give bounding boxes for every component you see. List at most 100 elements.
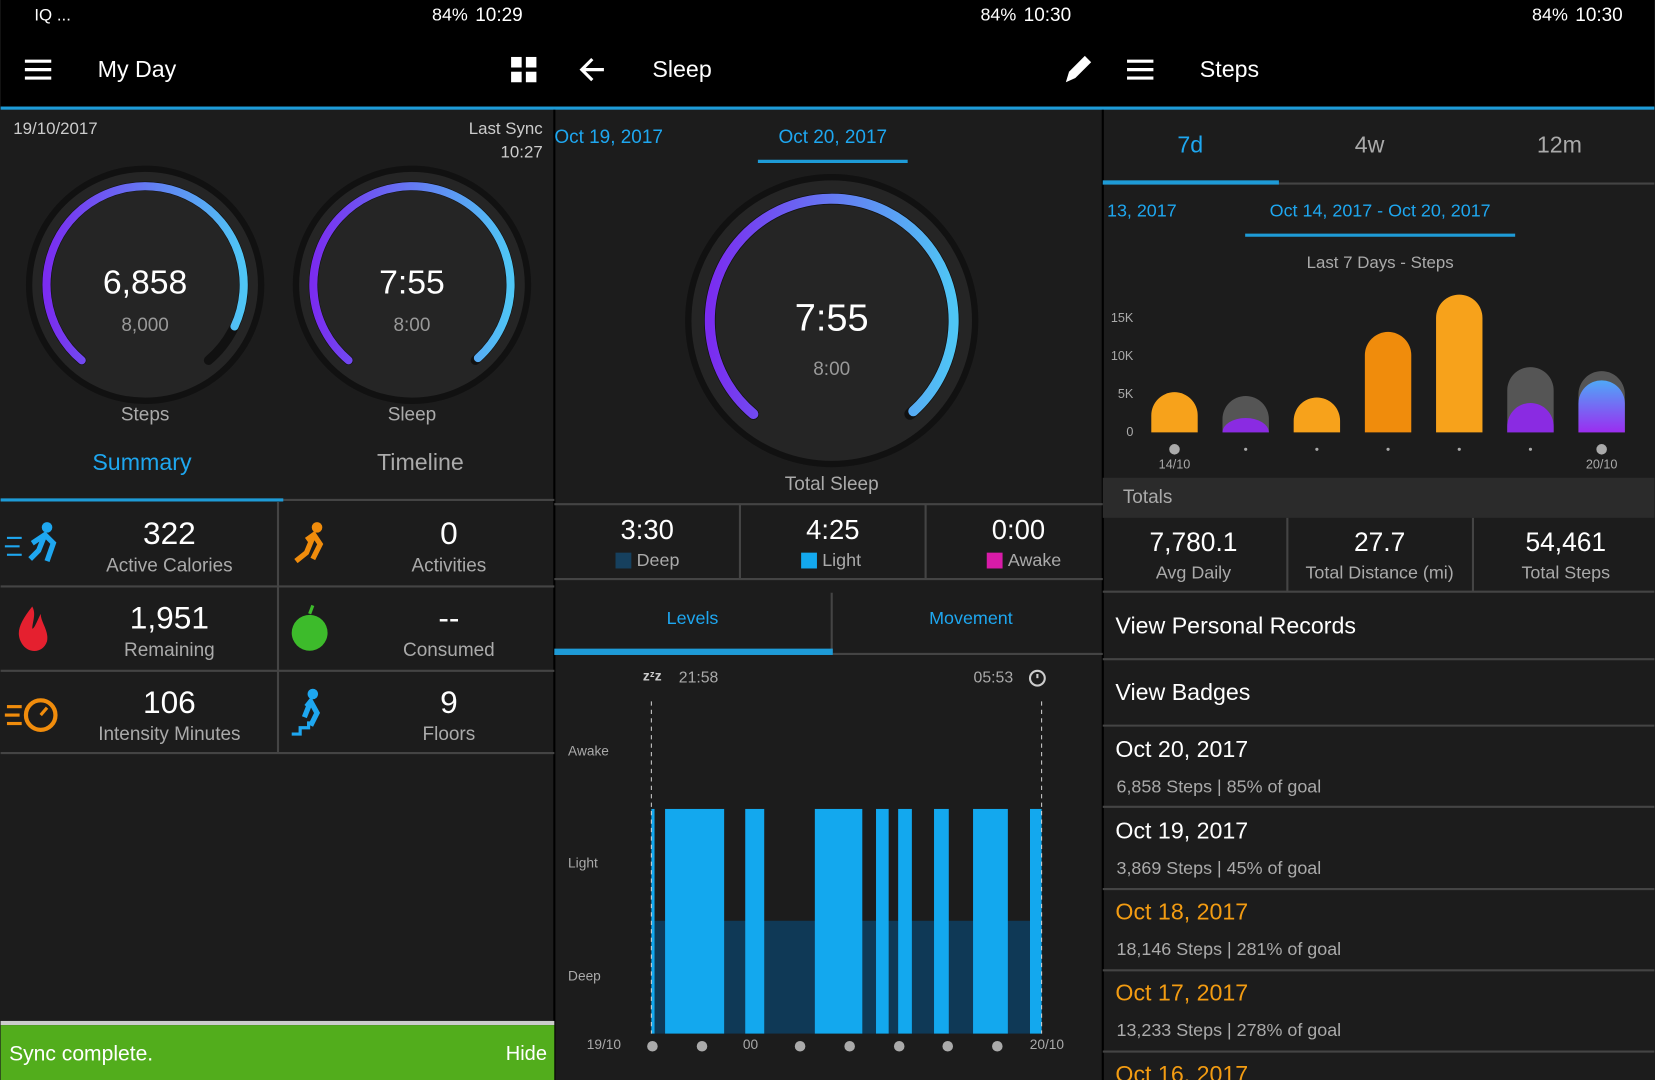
gauge-label: Steps bbox=[121, 405, 170, 426]
period-tab[interactable]: 13, 2017 bbox=[1107, 201, 1177, 221]
stat-value: -- bbox=[438, 600, 459, 636]
level-label: Deep bbox=[568, 968, 601, 983]
day-date[interactable]: Oct 18, 2017 bbox=[1115, 898, 1248, 924]
gauge-label: Sleep bbox=[388, 405, 437, 426]
day-detail: 6,858 Steps | 85% of goal bbox=[1116, 777, 1321, 797]
sleep-levels-plot: zᶻz bbox=[643, 669, 1046, 1052]
y-tick-label: 5K bbox=[1118, 387, 1134, 401]
gauge-label: Total Sleep bbox=[785, 474, 879, 495]
back-icon[interactable] bbox=[579, 57, 604, 82]
stage-label: Awake bbox=[1008, 550, 1061, 570]
stage-swatch bbox=[615, 552, 632, 569]
link[interactable]: View Personal Records bbox=[1115, 613, 1356, 639]
menu-icon[interactable] bbox=[1127, 59, 1154, 80]
link[interactable]: View Badges bbox=[1115, 679, 1250, 705]
y-tick-label: 10K bbox=[1111, 349, 1134, 363]
screen-title: Steps bbox=[1200, 56, 1259, 82]
stat-label: Intensity Minutes bbox=[98, 724, 240, 745]
day-date[interactable]: Oct 20, 2017 bbox=[1115, 736, 1248, 762]
stat-label: Activities bbox=[411, 555, 486, 576]
status-time: 10:30 bbox=[1575, 5, 1622, 26]
range-tab[interactable]: 4w bbox=[1355, 132, 1385, 158]
grid-icon[interactable] bbox=[511, 56, 537, 83]
status-battery: 84% bbox=[1532, 5, 1568, 25]
stage-label: Deep bbox=[637, 550, 680, 570]
gauge-bezel bbox=[25, 165, 265, 404]
totals-grid bbox=[1102, 517, 1655, 1053]
range-tab[interactable]: 12m bbox=[1537, 132, 1582, 158]
x-label: 20/10 bbox=[1030, 1037, 1065, 1052]
menu-icon[interactable] bbox=[24, 59, 52, 80]
last-sync-label: Last Sync bbox=[469, 119, 543, 138]
bar bbox=[1293, 397, 1341, 433]
total-value: 7,780.1 bbox=[1150, 527, 1238, 557]
tab-indicator bbox=[554, 648, 833, 655]
bar bbox=[1222, 417, 1269, 433]
gauge-progress bbox=[42, 182, 248, 365]
status-time: 10:29 bbox=[475, 5, 522, 26]
day-detail: 13,233 Steps | 278% of goal bbox=[1116, 1020, 1341, 1040]
stat-label: Floors bbox=[423, 724, 476, 745]
x-dot bbox=[1528, 447, 1533, 451]
date-tab[interactable]: Oct 19, 2017 bbox=[554, 127, 663, 148]
date: 19/10/2017 bbox=[13, 119, 97, 138]
x-label: 00 bbox=[743, 1037, 759, 1052]
status-icons: IQ ... bbox=[34, 5, 71, 24]
sleep-start: 21:58 bbox=[679, 669, 719, 686]
stat-value: 0 bbox=[440, 515, 458, 551]
gauge-bezel bbox=[685, 174, 979, 468]
gauge-value: 7:55 bbox=[379, 264, 445, 302]
day-detail: 3,869 Steps | 45% of goal bbox=[1116, 858, 1321, 878]
tab[interactable]: Levels bbox=[667, 608, 719, 628]
edit-icon[interactable] bbox=[1065, 55, 1092, 83]
last-sync-time: 10:27 bbox=[501, 142, 543, 161]
stage-value: 3:30 bbox=[620, 514, 673, 545]
snackbar-action[interactable]: Hide bbox=[506, 1043, 547, 1065]
stage-label: Light bbox=[822, 550, 861, 570]
tab[interactable]: Summary bbox=[92, 449, 192, 475]
x-tick-label: 20/10 bbox=[1586, 457, 1618, 471]
period-tab[interactable]: Oct 14, 2017 - Oct 20, 2017 bbox=[1270, 201, 1491, 221]
day-date[interactable]: Oct 19, 2017 bbox=[1115, 817, 1248, 843]
day-date[interactable]: Oct 16, 2017 bbox=[1115, 1061, 1248, 1080]
x-dot bbox=[1386, 447, 1390, 451]
activities-icon bbox=[294, 522, 324, 564]
stat-value: 106 bbox=[143, 684, 196, 720]
x-tick-label: 14/10 bbox=[1159, 457, 1191, 471]
totals-label: Totals bbox=[1123, 487, 1173, 508]
x-dot bbox=[1169, 444, 1180, 455]
bar bbox=[1507, 403, 1554, 433]
intensity-icon bbox=[4, 698, 58, 732]
stage-value: 0:00 bbox=[992, 514, 1045, 545]
stat-label: Remaining bbox=[124, 640, 215, 661]
gauge-goal: 8:00 bbox=[813, 359, 850, 380]
gauge-progress bbox=[704, 193, 959, 420]
svg-text:zᶻz: zᶻz bbox=[643, 669, 662, 684]
stat-grid bbox=[0, 502, 555, 755]
stage-swatch bbox=[801, 552, 817, 569]
x-label: 19/10 bbox=[587, 1037, 622, 1052]
status-battery: 84% bbox=[432, 5, 468, 25]
stage-value: 4:25 bbox=[806, 514, 859, 545]
gauge-bezel bbox=[292, 165, 532, 404]
day-date[interactable]: Oct 17, 2017 bbox=[1115, 980, 1248, 1006]
level-label: Awake bbox=[568, 744, 609, 759]
stat-value: 322 bbox=[143, 515, 196, 551]
floors-icon bbox=[291, 688, 321, 736]
remaining-icon bbox=[18, 606, 48, 652]
x-dot bbox=[1244, 447, 1248, 451]
range-tab[interactable]: 7d bbox=[1177, 132, 1203, 158]
gauge-value: 7:55 bbox=[795, 298, 869, 340]
tab[interactable]: Timeline bbox=[377, 449, 464, 475]
tab[interactable]: Movement bbox=[929, 608, 1013, 628]
consumed-icon bbox=[291, 604, 328, 651]
status-battery: 84% bbox=[980, 5, 1016, 25]
date-tab[interactable]: Oct 20, 2017 bbox=[778, 127, 887, 148]
stage-grid bbox=[554, 503, 1103, 654]
day-detail: 18,146 Steps | 281% of goal bbox=[1116, 939, 1341, 959]
calories-icon bbox=[4, 522, 57, 562]
stat-value: 9 bbox=[440, 684, 458, 720]
x-dot bbox=[1457, 447, 1461, 451]
bar bbox=[1151, 392, 1198, 433]
